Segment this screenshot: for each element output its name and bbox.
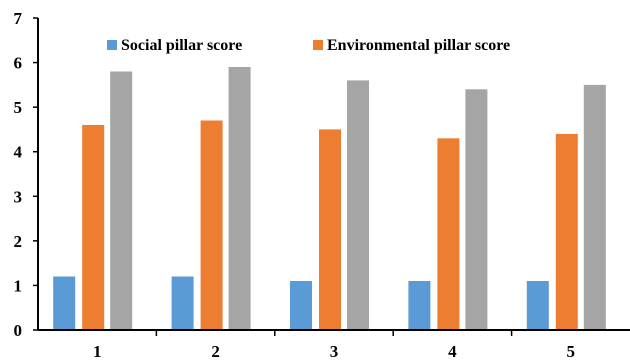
y-tick-label: 4 bbox=[14, 143, 23, 162]
y-tick-label: 1 bbox=[14, 276, 23, 295]
bar-series3-cat5 bbox=[583, 84, 606, 331]
bar-series3-cat2 bbox=[228, 67, 251, 330]
bar-series1-cat2 bbox=[171, 276, 194, 330]
y-tick-label: 2 bbox=[14, 232, 23, 251]
x-tick-label: 5 bbox=[567, 342, 576, 360]
legend: Social pillar score Environmental pillar… bbox=[107, 37, 510, 54]
bar-series1-cat5 bbox=[526, 281, 549, 330]
y-tick-label: 7 bbox=[14, 9, 23, 28]
x-tick-label: 3 bbox=[330, 342, 339, 360]
x-tick-label: 2 bbox=[211, 342, 220, 360]
y-axis-ticks: 0 1 2 3 4 5 6 7 bbox=[14, 9, 38, 340]
legend-swatch-social bbox=[107, 40, 117, 50]
bar-series3-cat3 bbox=[347, 80, 369, 331]
bars-layer bbox=[53, 67, 606, 331]
y-tick-label: 5 bbox=[14, 98, 23, 117]
y-tick-label: 3 bbox=[14, 187, 23, 206]
bar-series2-cat4 bbox=[437, 138, 460, 330]
x-tick-label: 4 bbox=[448, 342, 457, 360]
y-tick-label: 0 bbox=[14, 321, 23, 340]
legend-label-environmental: Environmental pillar score bbox=[327, 37, 510, 54]
bar-series1-cat4 bbox=[408, 281, 431, 330]
bar-series2-cat1 bbox=[82, 125, 105, 330]
x-axis-ticks: 1 2 3 4 5 bbox=[93, 330, 575, 360]
legend-swatch-environmental bbox=[313, 40, 323, 50]
bar-series2-cat3 bbox=[319, 129, 341, 330]
bar-series1-cat1 bbox=[53, 276, 76, 330]
y-tick-label: 6 bbox=[14, 54, 23, 73]
bar-series2-cat2 bbox=[200, 120, 223, 330]
x-tick-label: 1 bbox=[93, 342, 102, 360]
legend-label-social: Social pillar score bbox=[121, 37, 242, 54]
bar-series3-cat4 bbox=[465, 89, 488, 330]
bar-series3-cat1 bbox=[110, 71, 133, 330]
bar-series2-cat5 bbox=[555, 133, 578, 330]
bar-series1-cat3 bbox=[290, 281, 312, 330]
